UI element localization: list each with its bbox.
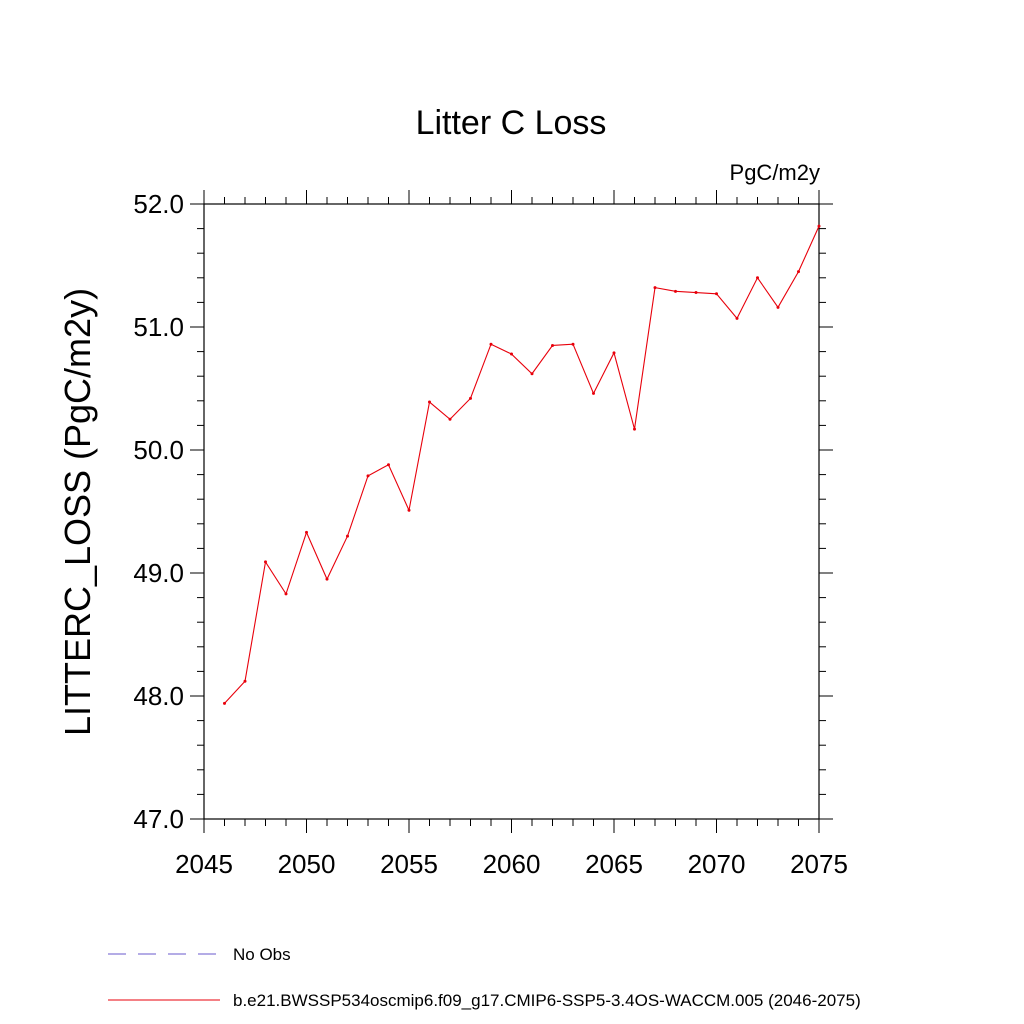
data-point [223, 701, 226, 705]
y-tick-label: 52.0 [133, 189, 184, 219]
data-point [489, 342, 493, 346]
series-layer [223, 224, 821, 705]
data-point [264, 560, 267, 564]
data-point [653, 286, 657, 290]
series-line [224, 225, 820, 704]
data-point [735, 316, 739, 320]
data-point [612, 351, 616, 355]
data-point [346, 534, 349, 538]
x-tick-label: 2070 [688, 849, 746, 879]
x-tick-label: 2065 [585, 849, 643, 879]
data-point [776, 305, 780, 309]
data-point [428, 400, 431, 404]
legend-label: No Obs [233, 945, 291, 964]
data-point [366, 474, 370, 478]
data-point [592, 391, 595, 395]
legend: No Obs b.e21.BWSSP534oscmip6.f09_g17.CMIP… [108, 945, 861, 1010]
data-point [633, 427, 636, 431]
data-point [284, 592, 288, 596]
tick-labels: 2045 2050 2055 2060 2065 2070 2075 47.0 48.0 49.0… [133, 189, 848, 879]
data-point [469, 396, 472, 400]
data-point [510, 352, 513, 356]
data-point [325, 577, 329, 581]
plot-frame [203, 203, 820, 820]
data-point [551, 343, 554, 347]
legend-label: b.e21.BWSSP534oscmip6.f09_g17.CMIP6-SSP5… [233, 991, 861, 1010]
x-tick-label: 2060 [483, 849, 541, 879]
data-point [571, 342, 575, 346]
y-axis-label: LITTERC_LOSS (PgC/m2y) [57, 288, 98, 736]
x-tick-label: 2055 [380, 849, 438, 879]
data-point [530, 372, 534, 376]
data-point [387, 463, 390, 467]
data-point [715, 292, 718, 296]
x-tick-label: 2075 [790, 849, 848, 879]
y-tick-label: 51.0 [133, 312, 184, 342]
x-tick-label: 2045 [175, 849, 233, 879]
y-tick-label: 49.0 [133, 558, 184, 588]
data-point [797, 270, 800, 274]
data-point [694, 291, 698, 295]
data-point [448, 417, 452, 421]
y-tick-label: 47.0 [133, 804, 184, 834]
y-tick-label: 50.0 [133, 435, 184, 465]
data-point [756, 276, 759, 280]
x-tick-label: 2050 [278, 849, 336, 879]
units-label: PgC/m2y [730, 160, 820, 185]
y-tick-label: 48.0 [133, 681, 184, 711]
axis-ticks [190, 190, 833, 833]
data-point [243, 679, 247, 683]
data-point [674, 289, 677, 293]
data-point [817, 224, 821, 228]
data-point [305, 530, 308, 534]
data-point [407, 508, 411, 512]
chart-title: Litter C Loss [416, 104, 607, 142]
